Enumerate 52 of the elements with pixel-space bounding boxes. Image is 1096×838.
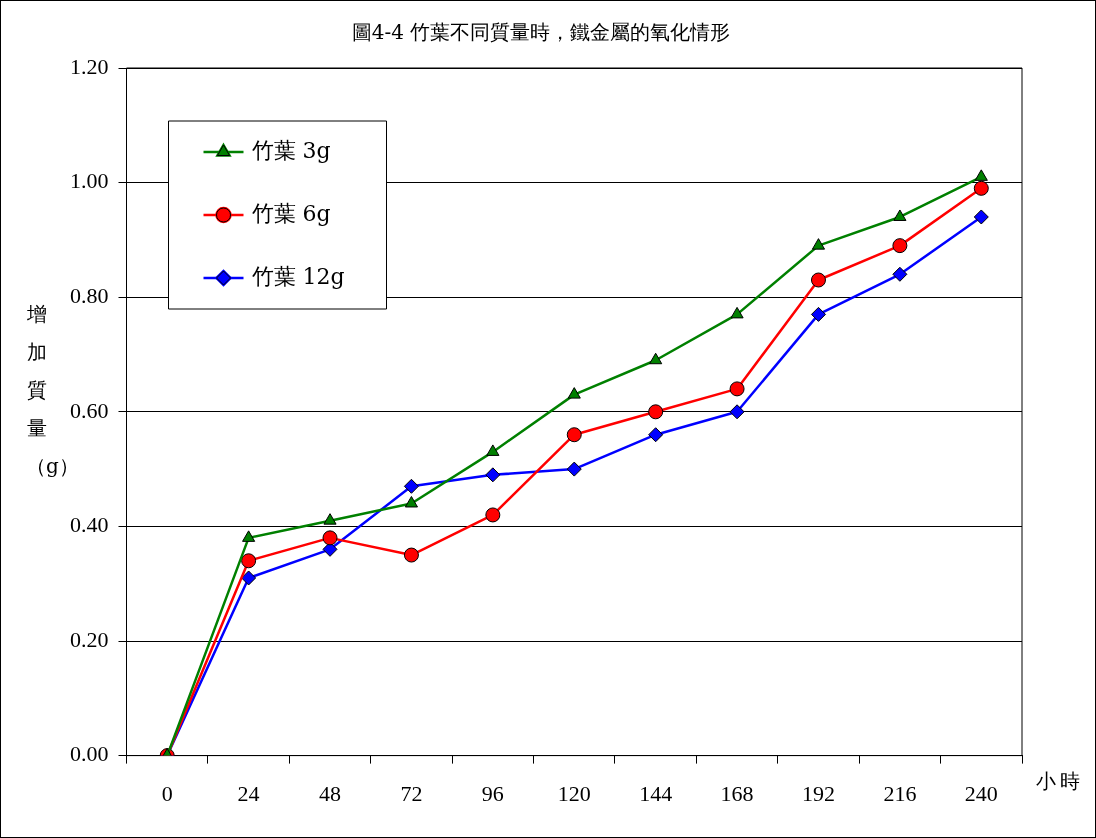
point [241, 570, 257, 586]
point [729, 381, 745, 397]
point [242, 530, 256, 542]
point [811, 238, 826, 250]
point [729, 404, 745, 420]
point [648, 404, 664, 420]
point [892, 238, 908, 254]
point [485, 467, 501, 483]
x-tick-label: 0 [161, 780, 173, 806]
x-tick-label: 48 [319, 780, 342, 806]
y-tick-label: 0.20 [70, 626, 109, 652]
x-tick-label: 192 [801, 780, 835, 806]
legend-label: 竹葉 6g [251, 200, 331, 226]
point [893, 209, 907, 221]
x-tick-label: 96 [481, 780, 504, 806]
point [567, 387, 581, 399]
x-tick-label: 216 [883, 780, 917, 806]
point [566, 427, 582, 443]
x-tick-label: 240 [964, 780, 998, 806]
y-tick-label: 1.20 [70, 53, 109, 79]
point [485, 507, 501, 523]
y-tick-label: 0.00 [70, 741, 109, 767]
point [648, 427, 664, 443]
point [566, 461, 582, 477]
point [973, 180, 989, 196]
y-tick-label: 0.80 [70, 282, 109, 308]
point [973, 209, 989, 225]
point [810, 272, 826, 288]
x-tick-label: 72 [400, 780, 423, 806]
point [649, 352, 663, 365]
point [323, 513, 337, 525]
point [322, 530, 338, 546]
legend-label: 竹葉 3g [251, 137, 331, 163]
point [241, 553, 257, 569]
legend-label: 竹葉 12g [251, 263, 345, 289]
point [403, 478, 419, 494]
x-tick-label: 120 [557, 780, 591, 806]
x-axis-title: 小時 [1036, 768, 1084, 795]
y-tick-label: 0.40 [70, 512, 109, 538]
x-tick-label: 144 [639, 780, 673, 806]
point [730, 306, 744, 319]
point [404, 495, 418, 508]
point [810, 306, 826, 322]
chart-title: 圖4-4 竹葉不同質量時，鐵金屬的氧化情形 [351, 20, 731, 45]
x-tick-label: 168 [720, 780, 754, 806]
x-tick-label: 24 [237, 780, 260, 806]
point [974, 169, 988, 181]
y-tick-label: 0.60 [70, 397, 109, 423]
point [892, 266, 908, 282]
point [403, 547, 419, 563]
y-tick-label: 1.00 [70, 168, 109, 194]
point [486, 444, 500, 456]
